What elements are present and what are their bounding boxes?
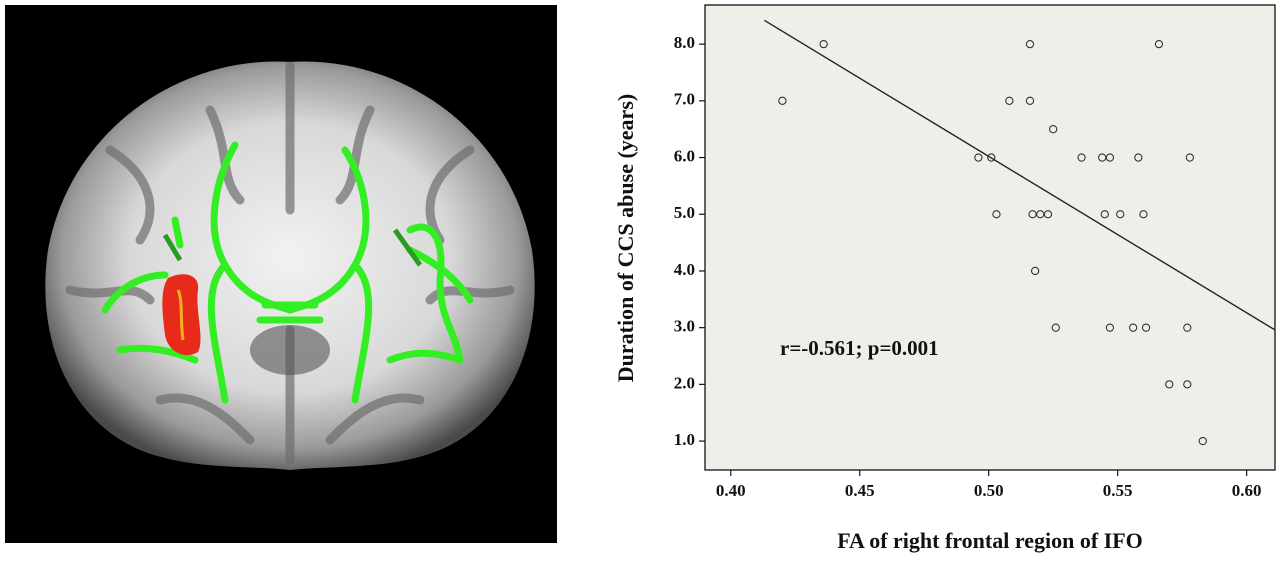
- data-point: [1183, 380, 1192, 389]
- data-point: [1043, 210, 1053, 219]
- y-axis-label: Duration of CCS abuse (years): [613, 94, 638, 382]
- data-point: [974, 153, 983, 162]
- data-point: [1116, 210, 1125, 219]
- x-tick-label: 0.45: [845, 481, 875, 500]
- data-point: [992, 210, 1001, 219]
- x-tick-label: 0.40: [716, 481, 746, 500]
- data-point: [1185, 153, 1195, 162]
- data-point: [1154, 39, 1164, 49]
- fit-line: [763, 19, 1275, 331]
- data-point: [1183, 323, 1192, 332]
- data-point: [1100, 210, 1109, 219]
- y-tick-label: 6.0: [674, 146, 695, 165]
- data-point: [1105, 153, 1115, 162]
- data-point: [1049, 125, 1058, 134]
- y-tick-label: 2.0: [674, 373, 695, 392]
- x-axis-label: FA of right frontal region of IFO: [837, 528, 1143, 553]
- data-point: [1005, 96, 1014, 105]
- data-point: [1077, 153, 1086, 162]
- data-point: [1198, 436, 1207, 446]
- data-point: [1105, 323, 1115, 332]
- data-point: [1030, 266, 1040, 276]
- x-tick-label: 0.55: [1103, 481, 1133, 500]
- plot-area: [704, 4, 1276, 471]
- annotation: r=-0.561; p=0.001: [780, 336, 939, 360]
- data-point: [1139, 210, 1148, 219]
- data-point: [1128, 323, 1138, 332]
- x-tick-label: 0.60: [1232, 481, 1262, 500]
- y-tick-label: 7.0: [674, 90, 695, 109]
- data-point: [819, 39, 828, 49]
- data-point: [1051, 323, 1060, 332]
- y-tick-label: 8.0: [674, 33, 695, 52]
- data-point: [987, 153, 996, 162]
- data-point: [1025, 39, 1035, 49]
- data-point: [1025, 96, 1035, 105]
- x-tick-label: 0.50: [974, 481, 1004, 500]
- data-point: [1134, 153, 1143, 162]
- brain-image: [5, 5, 557, 543]
- y-tick-label: 1.0: [674, 430, 695, 449]
- data-point: [1141, 323, 1151, 332]
- y-tick-label: 3.0: [674, 317, 695, 336]
- data-point: [778, 96, 787, 105]
- y-tick-label: 5.0: [674, 203, 695, 222]
- data-point: [1165, 380, 1174, 389]
- y-tick-label: 4.0: [674, 260, 695, 279]
